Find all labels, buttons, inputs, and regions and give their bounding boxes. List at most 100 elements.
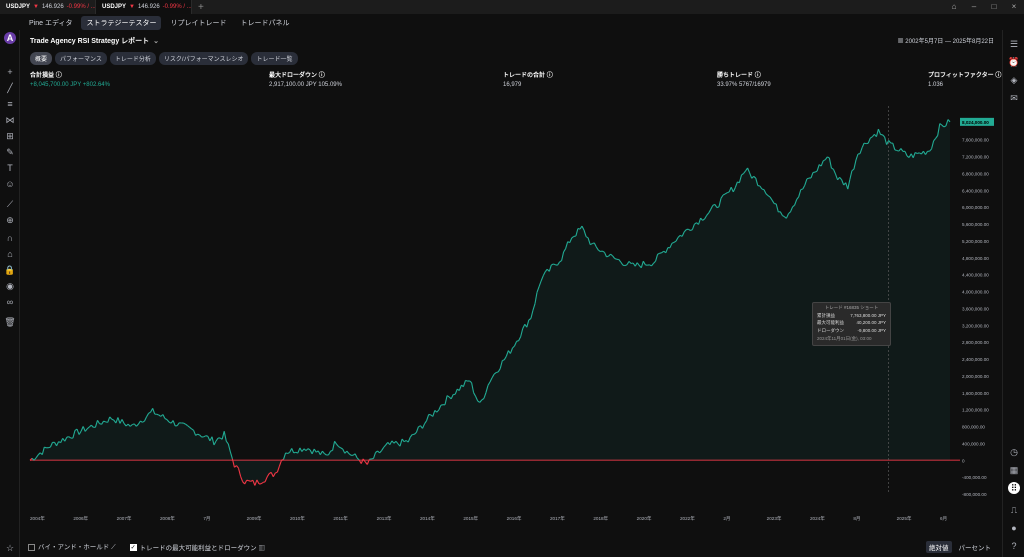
equity-segment: [863, 142, 867, 145]
lock-icon[interactable]: 🔒: [4, 265, 16, 275]
equity-segment: [602, 250, 605, 253]
layers-icon[interactable]: ◈: [1010, 75, 1018, 85]
line-icon: ⟋: [111, 544, 116, 551]
lock-drawings-icon[interactable]: ⌂: [7, 249, 13, 259]
trash-icon[interactable]: 🗑: [4, 317, 16, 327]
clock-icon[interactable]: ◷: [1010, 447, 1018, 457]
equity-segment: [912, 152, 916, 158]
equity-segment: [614, 257, 617, 260]
tab-pine-editor[interactable]: Pine エディタ: [29, 20, 73, 27]
tab-overview[interactable]: 概要: [30, 52, 53, 65]
x-tick-label: 2006年: [73, 515, 88, 522]
equity-segment: [285, 452, 288, 455]
menu-icon[interactable]: ⌂: [951, 2, 957, 11]
equity-segment: [714, 204, 718, 208]
checkbox[interactable]: [28, 543, 35, 551]
equity-segment: [734, 181, 738, 188]
equity-segment: [569, 237, 573, 243]
max-profit-drawdown-option[interactable]: ✓ トレードの最大可能利益とドローダウン ▥: [129, 542, 265, 552]
notification-icon[interactable]: ●: [1011, 523, 1017, 533]
info-icon[interactable]: ⓘ: [318, 73, 325, 79]
equity-segment: [407, 436, 411, 443]
measure-icon[interactable]: ⊞: [6, 131, 14, 141]
tab-replay-trade[interactable]: リプレイトレード: [170, 20, 227, 27]
equity-segment: [297, 447, 301, 454]
x-tick-label: 2022年: [680, 515, 695, 522]
equity-segment: [749, 172, 753, 179]
buy-hold-option[interactable]: バイ・アンド・ホールド ⟋: [28, 541, 116, 552]
maximize-icon[interactable]: □: [991, 2, 997, 11]
metric-profit-factor: プロフィットファクター ⓘ 1.036: [928, 70, 1001, 88]
tab-trade-analysis[interactable]: トレード分析: [109, 52, 156, 65]
grid-icon[interactable]: ⠿: [1008, 482, 1020, 494]
chat-icon[interactable]: ✉: [1010, 93, 1018, 103]
link-icon[interactable]: ∞: [6, 297, 14, 307]
equity-chart[interactable]: 8,000,000.007,600,000.007,200,000.006,80…: [22, 96, 1000, 524]
mode-absolute[interactable]: 絶対値: [926, 541, 952, 553]
equity-segment: [522, 324, 526, 329]
metric-label: 勝ちトレード: [717, 73, 754, 79]
tab-performance[interactable]: パフォーマンス: [55, 52, 107, 65]
equity-segment: [82, 426, 86, 432]
ruler-icon[interactable]: ⟋: [6, 199, 14, 209]
x-tick-label: 2016年: [507, 515, 522, 522]
x-tick-label: 2月: [723, 516, 730, 522]
star-icon[interactable]: ☆: [5, 543, 15, 553]
new-tab-icon[interactable]: +: [198, 1, 204, 13]
equity-segment: [191, 428, 194, 431]
tab-strategy-tester[interactable]: ストラテジーテスター: [81, 16, 162, 30]
avatar[interactable]: A: [4, 32, 16, 44]
eye-icon[interactable]: ◉: [6, 281, 14, 291]
magnet-icon[interactable]: ∩: [6, 233, 14, 243]
equity-segment: [240, 476, 244, 482]
crosshair-icon[interactable]: +: [7, 67, 13, 77]
close-window-icon[interactable]: ×: [1011, 2, 1017, 11]
equity-segment: [246, 479, 249, 482]
tab-trade-list[interactable]: トレード一覧: [251, 52, 298, 65]
equity-segment: [577, 227, 581, 230]
equity-segment: [802, 184, 806, 190]
trend-line-icon[interactable]: ╱: [7, 83, 13, 93]
info-icon[interactable]: ⓘ: [995, 73, 1002, 79]
info-icon[interactable]: ⓘ: [546, 73, 553, 79]
alerts-icon[interactable]: ⏰: [1008, 57, 1020, 67]
equity-segment: [945, 119, 949, 127]
pattern-icon[interactable]: ⋈: [5, 115, 15, 125]
chevron-down-icon[interactable]: ⌄: [153, 38, 160, 45]
minimize-icon[interactable]: –: [971, 2, 977, 11]
signal-icon[interactable]: ⎍: [1010, 505, 1018, 515]
bar-chart-icon: ▥: [258, 544, 265, 552]
browser-tab[interactable]: USDJPY ▼ 146.926 -0.99% / ... ×: [0, 0, 96, 14]
watchlist-icon[interactable]: ☰: [1009, 39, 1019, 49]
mode-percent[interactable]: パーセント: [958, 545, 992, 552]
lines-icon[interactable]: ≡: [7, 99, 13, 109]
equity-segment: [88, 424, 92, 428]
y-tick-label: 800,000.00: [962, 425, 985, 430]
equity-segment: [129, 424, 133, 427]
emoji-icon[interactable]: ☺: [5, 179, 15, 189]
equity-segment: [229, 451, 233, 459]
date-range[interactable]: ▦ 2002年5月7日 — 2025年8月22日: [898, 36, 994, 45]
tab-trade-panel[interactable]: トレードパネル: [240, 20, 290, 27]
zoom-icon[interactable]: ⊕: [6, 215, 14, 225]
help-icon[interactable]: ?: [1011, 541, 1017, 551]
equity-segment: [810, 172, 814, 179]
brush-icon[interactable]: ✎: [6, 147, 14, 157]
info-icon[interactable]: ⓘ: [754, 73, 761, 79]
info-icon[interactable]: ⓘ: [55, 73, 62, 79]
checkbox[interactable]: ✓: [129, 544, 137, 552]
calendar-icon[interactable]: ▦: [1009, 465, 1019, 475]
equity-segment: [743, 170, 747, 174]
browser-tab[interactable]: USDJPY ▼ 146.926 -0.99% / ... ×: [96, 0, 192, 14]
equity-segment: [72, 430, 76, 439]
equity-segment: [491, 373, 495, 379]
tab-risk-ratio[interactable]: リスク/パフォーマンスレシオ: [158, 52, 249, 65]
equity-segment: [655, 254, 659, 262]
y-tick-label: 7,200,000.00: [962, 155, 989, 160]
equity-segment: [505, 350, 509, 357]
equity-segment: [401, 438, 405, 443]
equity-segment: [148, 411, 151, 414]
equity-segment: [231, 458, 235, 468]
equity-segment: [266, 473, 270, 478]
text-icon[interactable]: T: [7, 163, 13, 173]
